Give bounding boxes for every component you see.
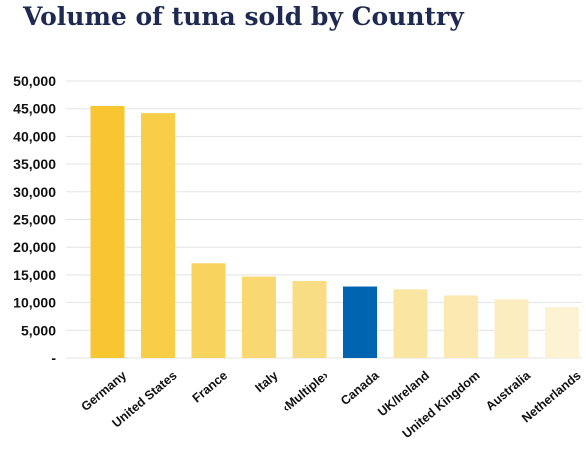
x-tick-label: Italy — [252, 368, 280, 395]
y-tick-label: 30,000 — [13, 184, 56, 200]
bar-canada — [343, 286, 377, 358]
y-tick-label: 50,000 — [13, 73, 56, 89]
x-tick-label: Germany — [79, 368, 130, 414]
x-tick-label: ‹Multiple› — [280, 368, 332, 414]
y-tick-label: 25,000 — [13, 212, 56, 228]
x-tick-label: Canada — [338, 368, 382, 408]
y-axis-ticks: - 5,000 10,000 15,000 20,000 25,000 30,000 35,0… — [13, 73, 56, 366]
y-tick-label: 20,000 — [13, 239, 56, 255]
x-tick-label: Australia — [483, 368, 534, 414]
bar-netherlands — [545, 307, 579, 358]
y-tick-label: 35,000 — [13, 156, 56, 172]
bar-united-kingdom — [444, 295, 478, 358]
bar-uk-ireland — [393, 289, 428, 358]
y-tick-label: 15,000 — [13, 267, 56, 283]
x-tick-label: France — [190, 368, 230, 405]
bar-germany — [90, 105, 125, 359]
y-tick-label: 10,000 — [13, 295, 56, 311]
bar-united-states — [141, 113, 175, 358]
bar-france — [191, 263, 226, 358]
bar-multiple — [292, 280, 327, 358]
y-tick-label: - — [51, 350, 56, 366]
chart-title: Volume of tuna sold by Country — [23, 2, 464, 31]
bar-italy — [242, 276, 276, 358]
y-tick-label: 45,000 — [13, 101, 56, 117]
bars — [90, 105, 579, 359]
y-tick-label: 40,000 — [13, 128, 56, 144]
y-tick-label: 5,000 — [21, 322, 56, 338]
bar-australia — [494, 299, 529, 358]
